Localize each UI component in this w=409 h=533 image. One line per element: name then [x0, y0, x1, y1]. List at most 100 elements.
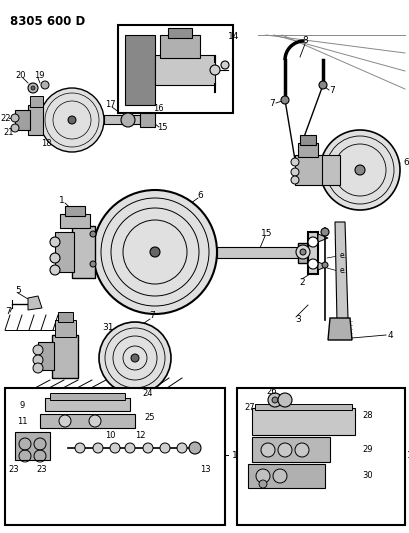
Polygon shape: [319, 155, 339, 185]
Circle shape: [150, 247, 160, 257]
Circle shape: [307, 259, 317, 269]
Polygon shape: [58, 312, 73, 322]
Circle shape: [290, 158, 298, 166]
Text: 15: 15: [156, 123, 167, 132]
Polygon shape: [45, 398, 130, 411]
Circle shape: [31, 86, 35, 90]
Polygon shape: [40, 414, 135, 428]
Text: 26: 26: [266, 387, 276, 397]
Circle shape: [299, 249, 305, 255]
Text: 28: 28: [362, 410, 373, 419]
Circle shape: [90, 231, 96, 237]
Circle shape: [41, 81, 49, 89]
Circle shape: [75, 443, 85, 453]
Circle shape: [50, 253, 60, 263]
Polygon shape: [28, 296, 42, 310]
Circle shape: [271, 397, 277, 403]
Circle shape: [277, 393, 291, 407]
Text: 9: 9: [19, 400, 25, 409]
Text: 2: 2: [299, 278, 304, 287]
Text: 27: 27: [244, 402, 255, 411]
Bar: [118, 25, 232, 113]
Text: 5: 5: [15, 286, 21, 295]
Text: 19: 19: [34, 70, 44, 79]
Text: e.: e.: [339, 265, 346, 274]
Text: 1: 1: [59, 196, 65, 205]
Text: 7: 7: [268, 99, 274, 108]
Polygon shape: [55, 232, 74, 272]
Polygon shape: [168, 28, 191, 38]
Polygon shape: [317, 262, 327, 270]
Text: 8305 600 D: 8305 600 D: [10, 15, 85, 28]
Circle shape: [307, 237, 317, 247]
Polygon shape: [252, 408, 354, 435]
Polygon shape: [297, 243, 307, 263]
Circle shape: [319, 130, 399, 210]
Circle shape: [33, 363, 43, 373]
Circle shape: [220, 61, 229, 69]
Circle shape: [267, 393, 281, 407]
Circle shape: [280, 96, 288, 104]
Text: 14: 14: [227, 32, 239, 41]
Text: 30: 30: [362, 472, 373, 481]
Polygon shape: [38, 342, 54, 370]
Polygon shape: [247, 464, 324, 488]
Text: 3: 3: [294, 316, 300, 325]
Text: 22: 22: [1, 114, 11, 123]
Circle shape: [121, 113, 135, 127]
Polygon shape: [299, 135, 315, 145]
Circle shape: [131, 354, 139, 362]
Polygon shape: [104, 115, 139, 124]
Circle shape: [277, 443, 291, 457]
Circle shape: [177, 443, 187, 453]
Polygon shape: [334, 222, 347, 322]
Text: 8: 8: [301, 36, 307, 44]
Text: 7: 7: [5, 308, 11, 317]
Circle shape: [290, 176, 298, 184]
Bar: [236, 388, 404, 525]
Polygon shape: [65, 206, 85, 216]
Text: 1: 1: [231, 450, 237, 459]
Circle shape: [209, 65, 220, 75]
Polygon shape: [155, 55, 214, 85]
Circle shape: [89, 415, 101, 427]
Circle shape: [33, 345, 43, 355]
Text: 12: 12: [135, 432, 145, 440]
Circle shape: [255, 469, 270, 483]
Polygon shape: [28, 105, 43, 135]
Circle shape: [50, 237, 60, 247]
Polygon shape: [15, 110, 30, 130]
Text: 31: 31: [102, 324, 113, 333]
Text: 6: 6: [402, 157, 408, 166]
Circle shape: [40, 88, 104, 152]
Circle shape: [290, 168, 298, 176]
Text: 7: 7: [328, 85, 334, 94]
Circle shape: [28, 83, 38, 93]
Polygon shape: [317, 234, 327, 242]
Text: e.: e.: [339, 251, 346, 260]
Polygon shape: [55, 320, 76, 337]
Polygon shape: [297, 143, 317, 157]
Circle shape: [50, 265, 60, 275]
Circle shape: [11, 114, 19, 122]
Text: 10: 10: [104, 431, 115, 440]
Text: 11: 11: [17, 416, 27, 425]
Circle shape: [143, 443, 153, 453]
Polygon shape: [254, 404, 351, 410]
Circle shape: [68, 116, 76, 124]
Text: 15: 15: [261, 229, 272, 238]
Text: 1: 1: [406, 450, 409, 459]
Circle shape: [294, 443, 308, 457]
Polygon shape: [15, 432, 50, 460]
Polygon shape: [307, 232, 317, 274]
Circle shape: [59, 415, 71, 427]
Polygon shape: [252, 437, 329, 462]
Polygon shape: [139, 113, 155, 127]
Polygon shape: [125, 35, 155, 105]
Text: 25: 25: [144, 414, 155, 423]
Polygon shape: [327, 318, 351, 340]
Circle shape: [110, 443, 120, 453]
Text: 29: 29: [362, 446, 372, 455]
Circle shape: [318, 81, 326, 89]
Circle shape: [258, 480, 266, 488]
